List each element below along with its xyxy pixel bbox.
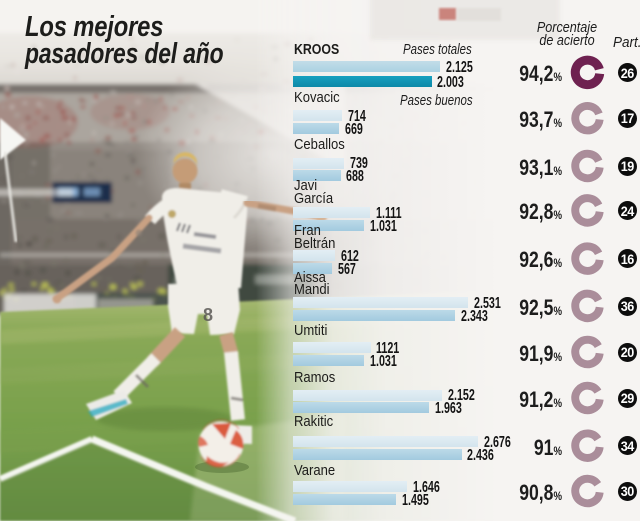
svg-text:8: 8: [203, 305, 213, 325]
